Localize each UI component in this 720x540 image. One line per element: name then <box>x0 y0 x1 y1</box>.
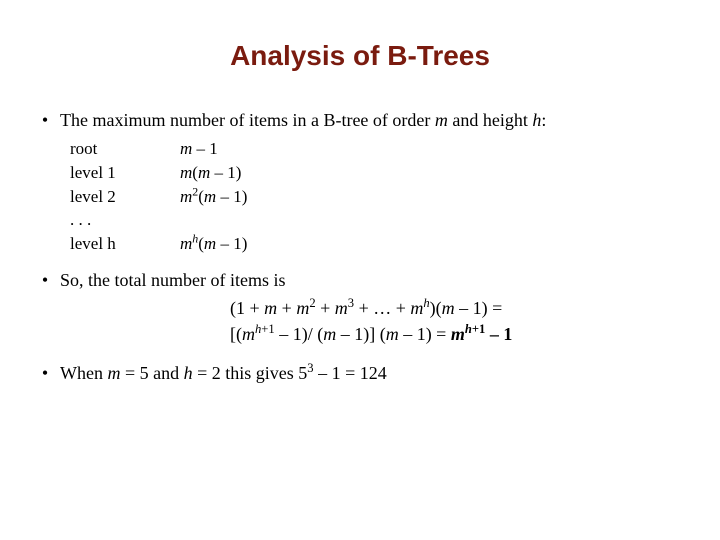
level-label: root <box>70 137 180 161</box>
level-label: level 1 <box>70 161 180 185</box>
bullet-2-content: So, the total number of items is (1 + m … <box>60 270 690 359</box>
bullet-3-content: When m = 5 and h = 2 this gives 53 – 1 =… <box>60 363 690 384</box>
b1-suffix: : <box>541 110 546 130</box>
b1-m: m <box>435 110 448 130</box>
level-value: m – 1 <box>180 137 690 161</box>
bullet-2: • So, the total number of items is (1 + … <box>30 270 690 359</box>
bullet-marker: • <box>30 270 60 291</box>
level-row-2: level 2 m2(m – 1) <box>70 185 690 209</box>
level-label: level 2 <box>70 185 180 209</box>
level-value <box>180 208 690 232</box>
slide-title: Analysis of B-Trees <box>30 40 690 72</box>
bullet-marker: • <box>30 110 60 131</box>
level-row-dots: . . . <box>70 208 690 232</box>
bullet-3: • When m = 5 and h = 2 this gives 53 – 1… <box>30 363 690 384</box>
levels-table: root m – 1 level 1 m(m – 1) level 2 m2(m… <box>70 137 690 256</box>
level-row-h: level h mh(m – 1) <box>70 232 690 256</box>
level-value: mh(m – 1) <box>180 232 690 256</box>
level-row-root: root m – 1 <box>70 137 690 161</box>
title-text: Analysis of B-Trees <box>230 40 490 71</box>
total-lines: (1 + m + m2 + m3 + … + mh)(m – 1) = [(mh… <box>60 295 690 347</box>
bullet-1-content: The maximum number of items in a B-tree … <box>60 110 690 266</box>
level-row-1: level 1 m(m – 1) <box>70 161 690 185</box>
total-line-1: (1 + m + m2 + m3 + … + mh)(m – 1) = <box>60 295 690 321</box>
bullet-1: • The maximum number of items in a B-tre… <box>30 110 690 266</box>
b1-text-b: and height <box>448 110 532 130</box>
total-line-2: [(mh+1 – 1)/ (m – 1)] (m – 1) = mh+1 – 1 <box>60 321 690 347</box>
level-value: m2(m – 1) <box>180 185 690 209</box>
level-label: . . . <box>70 208 180 232</box>
level-label: level h <box>70 232 180 256</box>
b2-intro: So, the total number of items is <box>60 270 285 290</box>
b1-text-a: The maximum number of items in a B-tree … <box>60 110 435 130</box>
bullet-marker: • <box>30 363 60 384</box>
level-value: m(m – 1) <box>180 161 690 185</box>
